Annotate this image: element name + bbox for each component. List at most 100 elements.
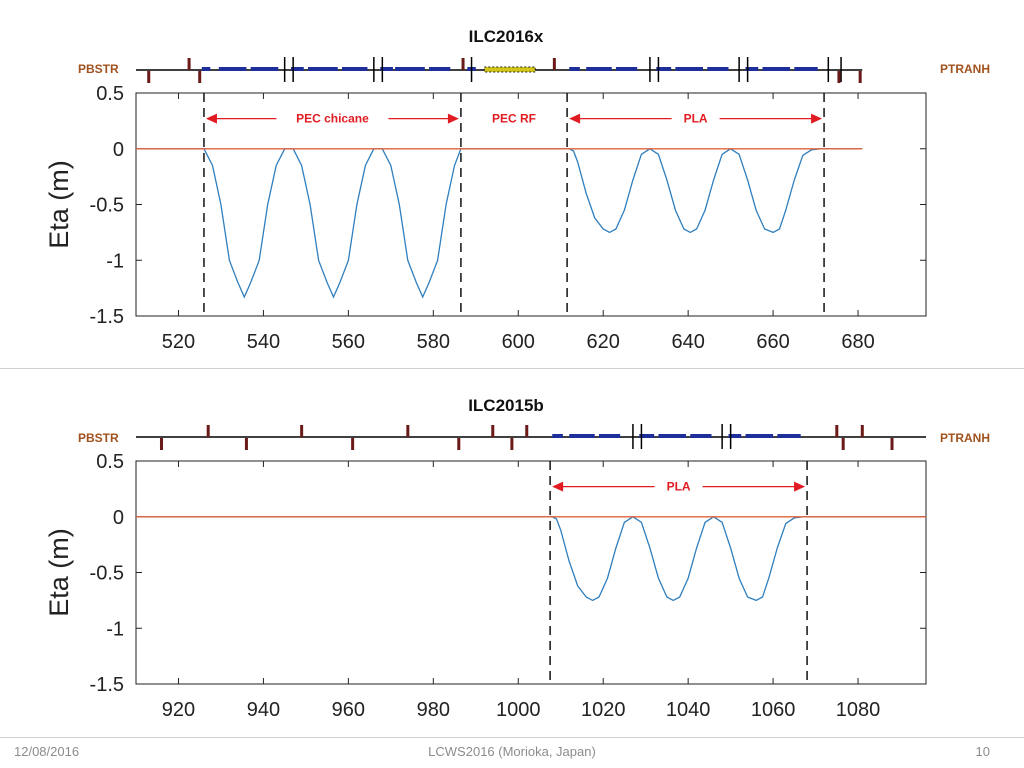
x-tick-label: 1000: [496, 699, 541, 721]
lattice-start-label: PBSTR: [78, 62, 119, 76]
lattice-corrector-down: [890, 438, 894, 450]
lattice-rf-cavity: [483, 66, 536, 73]
lattice-quadrupole: [395, 67, 425, 71]
lattice-corrector-down: [457, 438, 461, 450]
x-tick-label: 1040: [666, 699, 711, 721]
lattice-corrector-down: [198, 71, 202, 83]
series-eta-line: [136, 148, 863, 299]
lattice-start-label: PBSTR: [78, 431, 119, 445]
lattice-corrector-down: [510, 438, 514, 450]
lattice-quadrupole: [745, 434, 774, 438]
annotation-label: PLA: [667, 480, 691, 494]
lattice-quadrupole: [794, 67, 818, 71]
lattice-corrector-down: [159, 438, 163, 450]
y-tick-label: 0: [113, 139, 124, 161]
lattice-corrector-up: [300, 425, 304, 437]
lattice-corrector-down: [351, 438, 355, 450]
annotation-label: PEC chicane: [296, 112, 369, 126]
footer-date: 12/08/2016: [14, 744, 80, 759]
lattice-quadrupole: [569, 434, 595, 438]
annotation-label: PEC RF: [492, 112, 536, 126]
series-eta-line: [136, 516, 926, 602]
lattice-quadrupole: [341, 67, 368, 71]
lattice-corrector-up: [406, 425, 410, 437]
lattice-corrector-up: [552, 58, 556, 70]
x-tick-label: 580: [417, 331, 450, 353]
y-tick-label: -0.5: [90, 195, 124, 217]
lattice-corrector-down: [841, 438, 845, 450]
lattice-quadrupole: [777, 434, 801, 438]
section-divider: [0, 368, 1024, 369]
x-tick-label: 1080: [836, 699, 881, 721]
page-number: 10: [975, 744, 990, 759]
lattice-quadrupole: [745, 67, 759, 71]
x-tick-label: 1060: [751, 699, 796, 721]
lattice-corrector-up: [461, 58, 465, 70]
lattice-quadrupole: [615, 67, 638, 71]
y-tick-label: -1: [106, 250, 124, 272]
annotation-arrowhead-left: [569, 113, 581, 124]
footer-event: LCWS2016 (Morioka, Japan): [428, 744, 596, 759]
lattice-quadrupole: [586, 67, 612, 71]
lattice-quadrupole: [552, 434, 563, 438]
x-tick-label: 1020: [581, 699, 626, 721]
lattice-quadrupole: [762, 67, 791, 71]
annotation-arrowhead-right: [447, 113, 459, 124]
y-tick-label: -0.5: [90, 563, 124, 585]
x-tick-label: 920: [162, 699, 195, 721]
y-tick-label: -1: [106, 618, 124, 640]
y-tick-label: -1.5: [90, 674, 124, 696]
lattice-quadrupole: [250, 67, 279, 71]
lattice-corrector-up: [491, 425, 495, 437]
annotation-arrowhead-right: [811, 113, 823, 124]
x-tick-label: 640: [671, 331, 704, 353]
y-tick-label: 0.5: [96, 451, 124, 473]
lattice-quadrupole: [658, 434, 687, 438]
annotation-label: PLA: [684, 112, 708, 126]
x-tick-label: 560: [332, 331, 365, 353]
lattice-quadrupole: [569, 67, 580, 71]
lattice-corrector-up: [187, 58, 191, 70]
annotation-arrowhead-left: [552, 481, 564, 492]
lattice-quadrupole: [291, 67, 304, 71]
lattice-quadrupole: [598, 434, 621, 438]
lattice-quadrupole: [380, 67, 393, 71]
lattice-quadrupole: [429, 67, 451, 71]
chart-panel-2: ILC2015b PBSTR PTRANH 920 940 960 980 1000 1020 1…: [44, 396, 990, 721]
lattice-corrector-down: [147, 71, 151, 83]
x-tick-label: 600: [502, 331, 535, 353]
lattice-corrector-up: [860, 425, 864, 437]
x-tick-label: 680: [841, 331, 874, 353]
y-tick-label: 0.5: [96, 83, 124, 105]
lattice-quadrupole: [675, 67, 704, 71]
chart-title: ILC2016x: [469, 27, 544, 46]
lattice-corrector-up: [835, 425, 839, 437]
y-tick-label: 0: [113, 507, 124, 529]
y-axis-label: Eta (m): [44, 528, 74, 617]
lattice-corrector-down: [244, 438, 248, 450]
annotation-arrowhead-right: [794, 481, 806, 492]
lattice-quadrupole: [707, 67, 729, 71]
chart-title: ILC2015b: [468, 396, 544, 415]
annotation-arrowhead-left: [205, 113, 217, 124]
lattice-corrector-up: [525, 425, 529, 437]
x-tick-label: 940: [247, 699, 280, 721]
lattice-quadrupole: [728, 434, 742, 438]
lattice-corrector-down: [858, 71, 862, 83]
x-tick-label: 660: [756, 331, 789, 353]
x-tick-label: 520: [162, 331, 195, 353]
lattice-corrector-down: [837, 71, 841, 83]
lattice-quadrupole: [218, 67, 247, 71]
lattice-quadrupole: [308, 67, 338, 71]
y-tick-label: -1.5: [90, 306, 124, 328]
lattice-quadrupole: [690, 434, 712, 438]
lattice-quadrupole: [656, 67, 672, 71]
footer-divider: [0, 737, 1024, 738]
chart-panel-1: ILC2016x PBSTR PTRANH 520 540 560 580 600 620 640…: [44, 27, 990, 353]
x-tick-label: 540: [247, 331, 280, 353]
x-tick-label: 960: [332, 699, 365, 721]
lattice-end-label: PTRANH: [940, 62, 990, 76]
x-tick-label: 980: [417, 699, 450, 721]
